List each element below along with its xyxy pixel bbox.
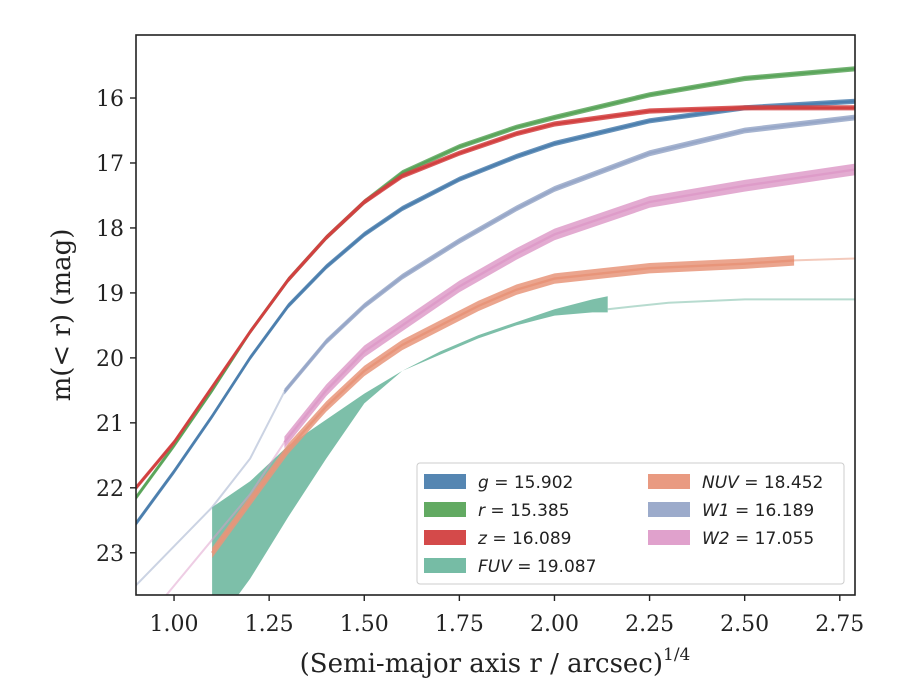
legend-swatch-w2 [648, 530, 690, 545]
y-axis-title: m(< r) (mag) [47, 229, 77, 402]
x-axis-title: (Semi-major axis r / arcsec)1/4 [300, 645, 691, 679]
y-tick-label: 16 [96, 87, 124, 112]
x-tick-label: 2.50 [720, 612, 769, 637]
legend-swatch-r [424, 502, 466, 517]
x-tick-label: 1.25 [245, 612, 294, 637]
y-tick-label: 17 [96, 152, 124, 177]
series-nuv-extension [794, 257, 855, 262]
legend-swatch-w1 [648, 502, 690, 517]
series-fuv-extension [607, 298, 855, 311]
plot-frame [135, 34, 856, 596]
series-w1-line [283, 116, 855, 393]
legend-swatch-g [424, 474, 466, 489]
series-z-line [136, 106, 855, 489]
x-tick-label: 2.25 [625, 612, 674, 637]
legend-label-fuv: FUV = 19.087 [478, 557, 596, 577]
legend-label-nuv: NUV = 18.452 [702, 473, 823, 493]
y-tick-label: 22 [96, 477, 124, 502]
legend-box [416, 462, 845, 585]
legend-label-w2: W2 = 17.055 [702, 529, 814, 549]
series-layer [136, 66, 855, 595]
x-tick-label: 1.00 [150, 612, 199, 637]
x-tick-label: 1.75 [435, 612, 484, 637]
series-g-band [136, 98, 855, 527]
series-nuv-band [212, 255, 795, 558]
legend: g = 15.902 r = 15.385 z = 16.089 FUV = 19.0… [416, 462, 845, 585]
legend-swatch-nuv [648, 474, 690, 489]
y-tick-label: 21 [96, 412, 124, 437]
legend-label-g: g = 15.902 [478, 473, 573, 493]
series-nuv-line [211, 259, 795, 554]
series-w2-extension [165, 441, 286, 595]
y-axis: 16 17 18 19 20 21 22 23 [96, 87, 136, 567]
y-tick-label: 18 [96, 217, 124, 242]
series-w1-extension [136, 391, 286, 586]
legend-swatch-fuv [424, 558, 466, 573]
legend-label-w1: W1 = 16.189 [702, 501, 814, 521]
x-axis: 1.00 1.25 1.50 1.75 2.00 2.25 2.50 2.75 [150, 595, 864, 637]
y-tick-label: 20 [96, 347, 124, 372]
x-tick-label: 2.00 [530, 612, 579, 637]
x-tick-label: 1.50 [340, 612, 389, 637]
x-tick-label: 2.75 [815, 612, 864, 637]
series-w2-line [283, 168, 855, 444]
legend-label-r: r = 15.385 [478, 501, 570, 521]
series-g-line [136, 100, 855, 525]
legend-label-z: z = 16.089 [477, 529, 571, 549]
legend-swatch-z [424, 530, 466, 545]
y-tick-label: 19 [96, 282, 124, 307]
y-tick-label: 23 [96, 542, 124, 567]
